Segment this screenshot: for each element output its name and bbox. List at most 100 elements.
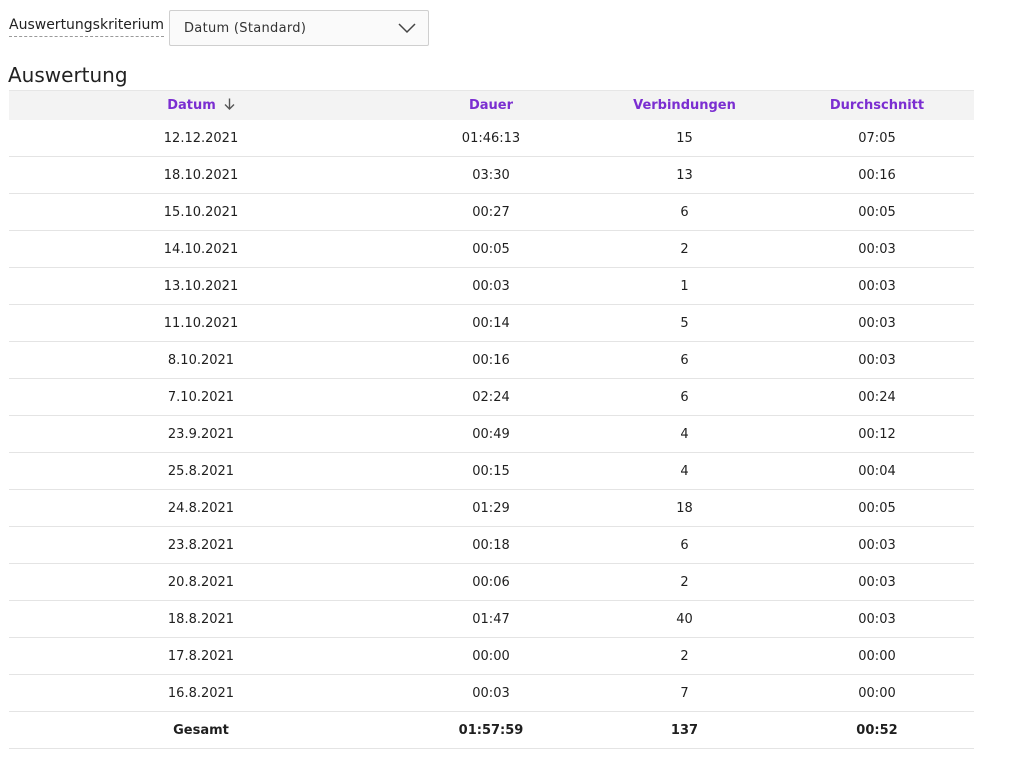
table-row: 23.8.2021 00:18 6 00:03 — [9, 526, 974, 564]
criterion-label: Auswertungskriterium — [9, 16, 164, 37]
criterion-select-value: Datum (Standard) — [184, 20, 307, 36]
table-row: 18.8.2021 01:47 40 00:03 — [9, 600, 974, 638]
column-header-verbindungen[interactable]: Verbindungen — [589, 90, 780, 120]
cell-durchschnitt: 00:03 — [780, 526, 974, 564]
cell-durchschnitt: 00:00 — [780, 674, 974, 712]
column-header-label: Dauer — [468, 98, 514, 113]
column-header-datum[interactable]: Datum — [9, 90, 393, 120]
cell-datum: 11.10.2021 — [9, 304, 393, 342]
table-row: 25.8.2021 00:15 4 00:04 — [9, 452, 974, 490]
cell-dauer: 01:47 — [393, 600, 589, 638]
total-row: Gesamt 01:57:59 137 00:52 — [9, 711, 974, 749]
cell-datum: 18.10.2021 — [9, 156, 393, 194]
cell-verbindungen: 5 — [589, 304, 780, 342]
cell-verbindungen: 4 — [589, 452, 780, 490]
cell-dauer: 00:27 — [393, 193, 589, 231]
table-row: 13.10.2021 00:03 1 00:03 — [9, 267, 974, 305]
cell-datum: 15.10.2021 — [9, 193, 393, 231]
cell-durchschnitt: 00:05 — [780, 489, 974, 527]
cell-dauer: 00:16 — [393, 341, 589, 379]
cell-datum: 7.10.2021 — [9, 378, 393, 416]
cell-dauer: 00:00 — [393, 637, 589, 675]
cell-datum: 13.10.2021 — [9, 267, 393, 305]
chevron-down-icon — [398, 23, 416, 34]
table-row: 8.10.2021 00:16 6 00:03 — [9, 341, 974, 379]
table-row: 17.8.2021 00:00 2 00:00 — [9, 637, 974, 675]
cell-datum: 25.8.2021 — [9, 452, 393, 490]
cell-datum: 12.12.2021 — [9, 120, 393, 157]
cell-durchschnitt: 00:03 — [780, 341, 974, 379]
cell-durchschnitt: 00:00 — [780, 637, 974, 675]
table-header-row: Datum Dauer Verbindungen Durchschnitt — [9, 90, 974, 120]
column-header-label: Datum — [167, 97, 216, 113]
table-row: 20.8.2021 00:06 2 00:03 — [9, 563, 974, 601]
table-row: 7.10.2021 02:24 6 00:24 — [9, 378, 974, 416]
cell-dauer: 01:29 — [393, 489, 589, 527]
cell-datum: 17.8.2021 — [9, 637, 393, 675]
cell-verbindungen: 6 — [589, 341, 780, 379]
cell-dauer: 00:18 — [393, 526, 589, 564]
cell-dauer: 03:30 — [393, 156, 589, 194]
cell-durchschnitt: 00:16 — [780, 156, 974, 194]
section-title: Auswertung — [8, 63, 128, 87]
cell-verbindungen: 2 — [589, 563, 780, 601]
cell-dauer: 00:15 — [393, 452, 589, 490]
total-durchschnitt: 00:52 — [780, 711, 974, 749]
cell-durchschnitt: 00:03 — [780, 230, 974, 268]
cell-dauer: 02:24 — [393, 378, 589, 416]
cell-verbindungen: 40 — [589, 600, 780, 638]
table-row: 24.8.2021 01:29 18 00:05 — [9, 489, 974, 527]
cell-datum: 23.8.2021 — [9, 526, 393, 564]
table-row: 16.8.2021 00:03 7 00:00 — [9, 674, 974, 712]
cell-dauer: 00:49 — [393, 415, 589, 453]
cell-verbindungen: 7 — [589, 674, 780, 712]
total-dauer: 01:57:59 — [393, 711, 589, 749]
cell-dauer: 01:46:13 — [393, 120, 589, 157]
table-row: 14.10.2021 00:05 2 00:03 — [9, 230, 974, 268]
cell-durchschnitt: 07:05 — [780, 120, 974, 157]
cell-verbindungen: 13 — [589, 156, 780, 194]
cell-datum: 16.8.2021 — [9, 674, 393, 712]
cell-dauer: 00:03 — [393, 267, 589, 305]
cell-dauer: 00:03 — [393, 674, 589, 712]
cell-verbindungen: 4 — [589, 415, 780, 453]
cell-datum: 20.8.2021 — [9, 563, 393, 601]
column-header-dauer[interactable]: Dauer — [393, 90, 589, 120]
cell-verbindungen: 6 — [589, 378, 780, 416]
table-row: 23.9.2021 00:49 4 00:12 — [9, 415, 974, 453]
column-header-durchschnitt[interactable]: Durchschnitt — [780, 90, 974, 120]
column-header-label: Verbindungen — [633, 98, 736, 113]
cell-durchschnitt: 00:24 — [780, 378, 974, 416]
table-row: 11.10.2021 00:14 5 00:03 — [9, 304, 974, 342]
cell-verbindungen: 15 — [589, 120, 780, 157]
cell-verbindungen: 2 — [589, 230, 780, 268]
cell-durchschnitt: 00:04 — [780, 452, 974, 490]
cell-verbindungen: 18 — [589, 489, 780, 527]
cell-verbindungen: 6 — [589, 193, 780, 231]
column-header-label: Durchschnitt — [829, 98, 925, 113]
cell-durchschnitt: 00:03 — [780, 563, 974, 601]
total-verbindungen: 137 — [589, 711, 780, 749]
cell-datum: 8.10.2021 — [9, 341, 393, 379]
table-row: 12.12.2021 01:46:13 15 07:05 — [9, 120, 974, 157]
cell-dauer: 00:05 — [393, 230, 589, 268]
cell-datum: 23.9.2021 — [9, 415, 393, 453]
cell-durchschnitt: 00:03 — [780, 267, 974, 305]
cell-datum: 24.8.2021 — [9, 489, 393, 527]
cell-durchschnitt: 00:03 — [780, 600, 974, 638]
results-table: Datum Dauer Verbindungen Durchschnitt 12… — [9, 90, 974, 749]
cell-durchschnitt: 00:03 — [780, 304, 974, 342]
criterion-select[interactable]: Datum (Standard) — [169, 10, 429, 46]
arrow-down-icon — [224, 98, 235, 114]
table-row: 15.10.2021 00:27 6 00:05 — [9, 193, 974, 231]
cell-datum: 14.10.2021 — [9, 230, 393, 268]
cell-dauer: 00:14 — [393, 304, 589, 342]
cell-verbindungen: 1 — [589, 267, 780, 305]
cell-dauer: 00:06 — [393, 563, 589, 601]
table-row: 18.10.2021 03:30 13 00:16 — [9, 156, 974, 194]
cell-durchschnitt: 00:05 — [780, 193, 974, 231]
total-label: Gesamt — [9, 711, 393, 749]
cell-datum: 18.8.2021 — [9, 600, 393, 638]
cell-verbindungen: 6 — [589, 526, 780, 564]
cell-durchschnitt: 00:12 — [780, 415, 974, 453]
